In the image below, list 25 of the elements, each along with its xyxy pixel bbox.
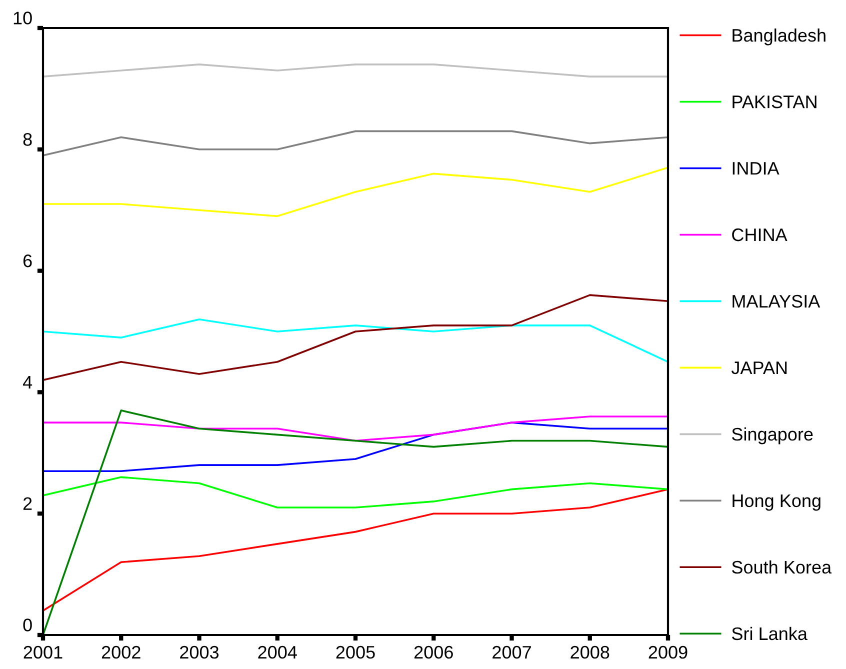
x-tick-label: 2006 bbox=[414, 646, 453, 659]
y-tick-label: 2 bbox=[23, 497, 32, 510]
legend-label: MALAYSIA bbox=[732, 294, 820, 308]
y-tick-label: 10 bbox=[14, 12, 32, 24]
x-tick-label: 2009 bbox=[648, 646, 688, 659]
legend-label: CHINA bbox=[732, 228, 788, 242]
y-tick-label: 6 bbox=[23, 254, 32, 268]
legend-label: PAKISTAN bbox=[732, 95, 816, 108]
legend-label: Singapore bbox=[732, 427, 813, 444]
y-tick-label: 8 bbox=[23, 133, 32, 146]
legend-label: South Korea bbox=[732, 560, 832, 574]
x-tick-label: 2007 bbox=[492, 646, 531, 659]
x-tick-label: 2004 bbox=[258, 646, 297, 659]
legend-label: Bangladesh bbox=[732, 28, 826, 46]
legend-label: Sri Lanka bbox=[732, 626, 808, 640]
x-tick-label: 2002 bbox=[102, 646, 140, 659]
y-tick-label: 4 bbox=[22, 376, 32, 388]
x-tick-label: 2001 bbox=[24, 646, 62, 659]
x-tick-label: 2005 bbox=[336, 646, 375, 659]
legend-label: INDIA bbox=[732, 162, 780, 175]
x-tick-label: 2003 bbox=[180, 646, 219, 659]
legend-label: JAPAN bbox=[731, 362, 787, 374]
x-tick-label: 2008 bbox=[570, 646, 610, 659]
y-tick-label: 0 bbox=[23, 618, 32, 632]
legend-label: Hong Kong bbox=[732, 494, 820, 511]
